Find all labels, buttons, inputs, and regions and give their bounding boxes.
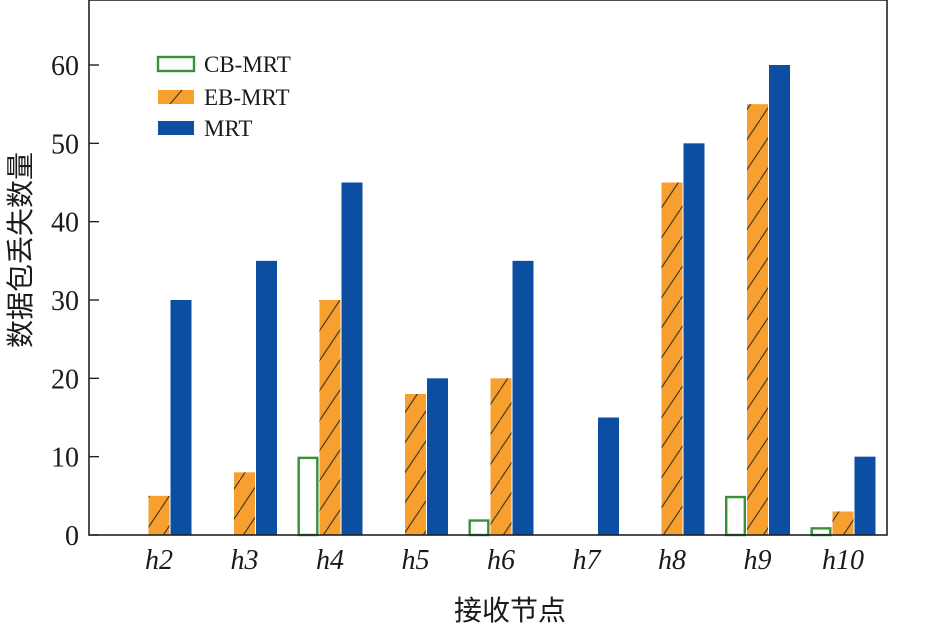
x-tick-label: h9	[744, 545, 772, 576]
legend-swatch-mrt	[158, 121, 194, 135]
bar-mrt	[854, 456, 876, 535]
x-tick-label: h2	[145, 545, 173, 576]
bar-mrt	[598, 417, 619, 535]
y-tick-label: 50	[51, 129, 79, 160]
bar-cb-mrt	[468, 519, 490, 537]
bars-layer	[148, 65, 876, 537]
y-axis-title: 数据包丢失数量	[4, 152, 37, 348]
legend-label: EB-MRT	[204, 85, 290, 110]
bar-eb-mrt	[747, 104, 768, 536]
y-tick-label: 10	[51, 443, 79, 474]
x-axis: h2 h3 h4 h5 h6 h7 h8 h9 h10	[145, 545, 864, 576]
x-tick-label: h6	[487, 545, 515, 576]
bar-cb-mrt	[810, 527, 832, 537]
plot-frame	[88, 0, 888, 536]
y-tick-label: 60	[51, 51, 79, 82]
bar-mrt	[256, 260, 277, 535]
legend-hatch-mark	[169, 89, 183, 105]
y-tick-label: 40	[51, 208, 79, 239]
x-tick-label: h7	[573, 545, 602, 576]
x-tick-label: h8	[658, 545, 686, 576]
x-tick-label: h4	[316, 545, 344, 576]
bar-eb-mrt	[661, 182, 683, 535]
x-tick-label: h10	[822, 545, 864, 576]
bar-eb-mrt	[319, 300, 341, 535]
bar-mrt	[341, 182, 363, 535]
bar-mrt	[683, 143, 705, 536]
bar-cb-mrt	[297, 456, 319, 537]
x-tick-label: h5	[402, 545, 430, 576]
x-tick-label: h3	[231, 545, 259, 576]
y-tick-label: 20	[51, 364, 79, 395]
y-axis: 0 10 20 30 40 50 60	[51, 51, 99, 552]
legend-label: MRT	[204, 116, 252, 141]
x-axis-title: 接收节点	[454, 594, 566, 627]
bar-eb-mrt	[148, 495, 170, 535]
legend: CB-MRT EB-MRT MRT	[156, 52, 291, 141]
y-tick-label: 30	[51, 286, 79, 317]
bar-mrt	[170, 300, 192, 535]
bar-mrt	[427, 378, 448, 535]
bar-eb-mrt	[405, 394, 426, 535]
bar-mrt	[769, 65, 790, 535]
y-tick-label: 0	[65, 521, 79, 552]
legend-swatch-cb-mrt	[156, 55, 196, 73]
bar-cb-mrt	[725, 495, 747, 537]
bar-mrt	[512, 260, 534, 535]
legend-label: CB-MRT	[204, 52, 291, 77]
bar-eb-mrt	[234, 472, 255, 535]
bar-eb-mrt	[490, 378, 512, 535]
bar-eb-mrt	[832, 511, 854, 535]
